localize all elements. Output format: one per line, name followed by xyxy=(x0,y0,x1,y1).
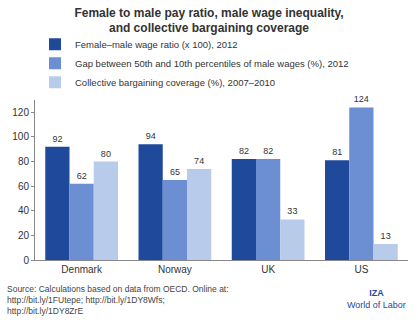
svg-text:80: 80 xyxy=(101,149,111,159)
svg-text:Gap between 50th and 10th perc: Gap between 50th and 10th percentiles of… xyxy=(75,58,349,69)
svg-text:92: 92 xyxy=(52,134,62,144)
svg-text:Source: Calculations based on: Source: Calculations based on data from … xyxy=(7,284,229,316)
svg-text:80: 80 xyxy=(18,156,30,167)
svg-text:74: 74 xyxy=(194,156,204,166)
svg-text:20: 20 xyxy=(18,230,30,241)
svg-text:US: US xyxy=(354,264,368,275)
svg-text:Female to male pay ratio, male: Female to male pay ratio, male wage ineq… xyxy=(74,6,343,36)
svg-text:60: 60 xyxy=(18,181,30,192)
svg-text:81: 81 xyxy=(332,147,342,157)
svg-text:82: 82 xyxy=(263,146,273,156)
svg-text:94: 94 xyxy=(146,131,156,141)
svg-text:Collective bargaining coverage: Collective bargaining coverage (%), 2007… xyxy=(75,77,275,88)
svg-text:13: 13 xyxy=(381,231,391,241)
svg-text:65: 65 xyxy=(170,167,180,177)
svg-text:100: 100 xyxy=(12,131,29,142)
svg-text:Denmark: Denmark xyxy=(61,264,103,275)
svg-text:40: 40 xyxy=(18,205,30,216)
svg-text:Norway: Norway xyxy=(158,264,192,275)
svg-text:33: 33 xyxy=(287,206,297,216)
svg-text:0: 0 xyxy=(23,255,29,266)
svg-text:UK: UK xyxy=(261,264,275,275)
svg-text:62: 62 xyxy=(77,171,87,181)
svg-text:120: 120 xyxy=(12,107,29,118)
svg-text:Female–male wage ratio (x 100): Female–male wage ratio (x 100), 2012 xyxy=(75,39,238,50)
svg-text:124: 124 xyxy=(354,94,369,104)
svg-text:82: 82 xyxy=(239,146,249,156)
svg-text:IZAWorld of Labor: IZAWorld of Labor xyxy=(347,288,406,310)
